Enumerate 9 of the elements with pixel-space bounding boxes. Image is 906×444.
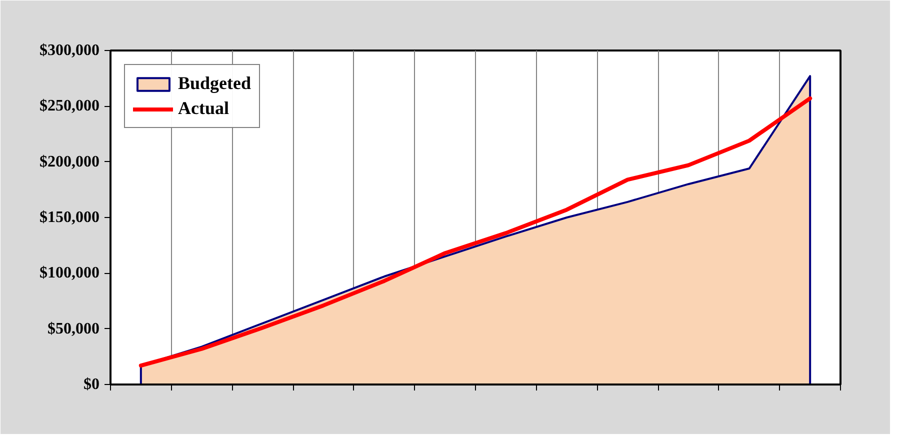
y-tick-label: $50,000 [48,320,100,338]
legend-label: Actual [178,98,229,119]
y-tick-label: $300,000 [40,42,100,59]
y-tick-label: $150,000 [40,209,100,226]
y-tick-label: $0 [84,376,100,393]
y-tick-label: $200,000 [40,153,100,170]
y-tick-label: $250,000 [40,98,100,115]
legend-label: Budgeted [178,73,252,94]
y-tick-label: $100,000 [40,264,100,282]
